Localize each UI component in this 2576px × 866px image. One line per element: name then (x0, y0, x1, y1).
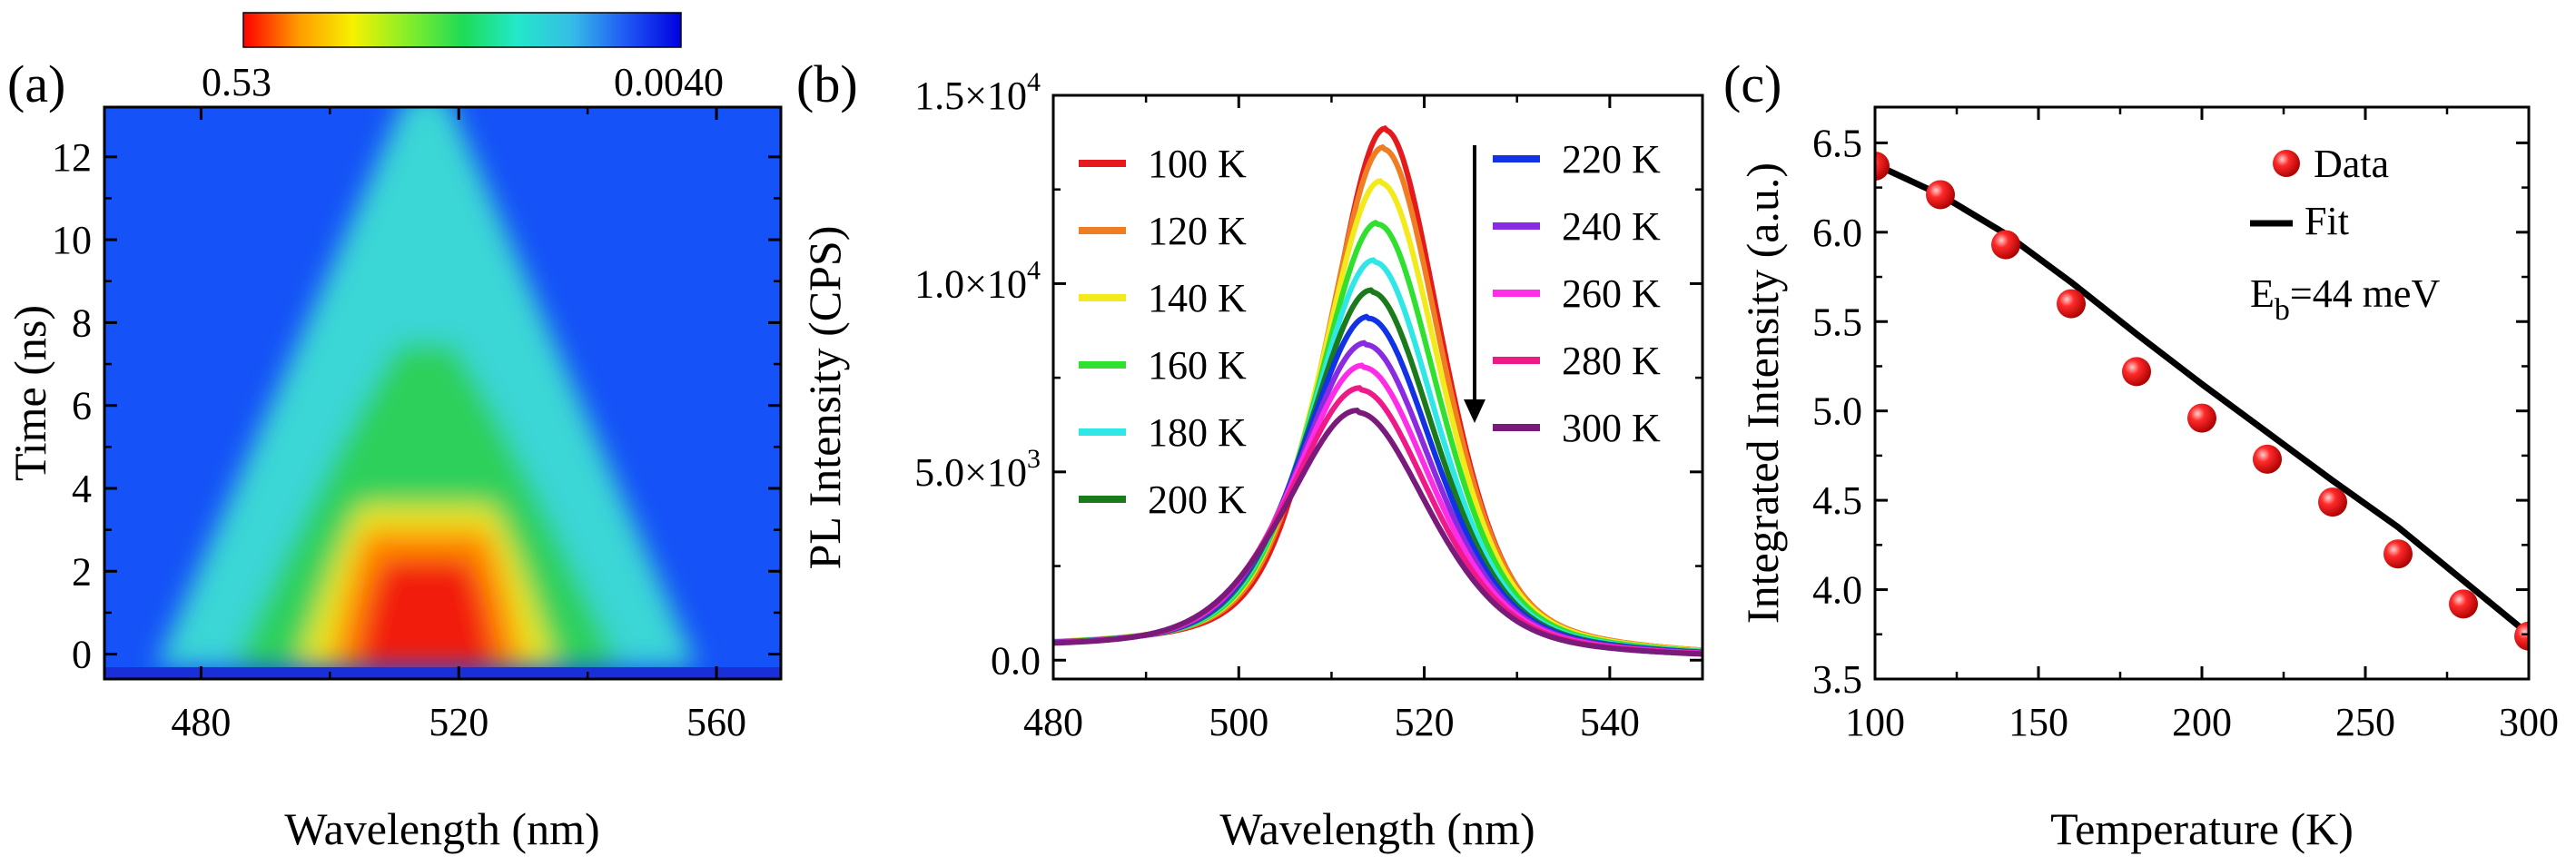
panel-b-axes: 480 500 520 540 0.0 5.0×103 1.0×104 1.5×104 (914, 67, 1704, 744)
panel-a-xlabel: Wavelength (nm) (284, 803, 599, 854)
panel-c-xtick-label: 200 (2172, 700, 2232, 744)
legend-label: 300 K (1562, 406, 1661, 450)
panel-b-ytick-label: 5.0×103 (914, 444, 1041, 495)
panel-a-xtick-label: 560 (686, 700, 746, 744)
panel-a-frame (103, 105, 783, 681)
panel-c-xtick-label: 150 (2008, 700, 2068, 744)
legend-fit-label: Fit (2305, 199, 2349, 243)
panel-b-xtick-label: 520 (1395, 700, 1455, 744)
heatmap-red-region (355, 558, 498, 667)
panel-c-ytick-label: 6.5 (1812, 121, 1862, 165)
panel-c-ylabel: Integrated Intensity (a.u.) (1737, 162, 1788, 624)
data-point (1875, 151, 1890, 181)
data-point (2514, 621, 2529, 651)
panel-c-xlabel: Temperature (K) (2050, 803, 2354, 854)
panel-b-frame (1051, 93, 1704, 681)
data-point (2122, 357, 2151, 387)
panel-b-label: (b) (796, 54, 858, 113)
legend-label: 160 K (1148, 343, 1247, 388)
legend-data-marker (2273, 150, 2300, 177)
legend-label: 140 K (1148, 276, 1247, 320)
colorbar-max-label: 0.53 (202, 60, 271, 104)
panel-b-series (1053, 125, 1703, 657)
panel-c-ytick-label: 4.0 (1812, 568, 1862, 613)
panel-b-xtick-label: 500 (1209, 700, 1268, 744)
panel-c-label: (c) (1723, 54, 1781, 113)
legend-label: 280 K (1562, 339, 1661, 383)
colorbar (242, 12, 682, 48)
legend-label: 240 K (1562, 204, 1661, 249)
panel-c-xtick-label: 100 (1845, 700, 1905, 744)
data-point (2384, 539, 2413, 569)
panel-c-ytick-label: 6.0 (1812, 211, 1862, 255)
panel-a-ytick-label: 12 (52, 135, 92, 180)
panel-a-ytick-label: 6 (72, 384, 92, 428)
panel-a-axes: 480 520 560 0 2 4 6 8 10 12 (52, 107, 781, 744)
panel-c-plot (1875, 151, 2529, 651)
panel-c-legend: Data Fit Eb=44 meV (2250, 142, 2440, 327)
panel-c-xtick-label: 250 (2335, 700, 2395, 744)
panel-a-xtick-label: 520 (429, 700, 489, 744)
panel-b-ytick-label: 0.0 (991, 638, 1041, 683)
panel-c-xtick-label: 300 (2499, 700, 2559, 744)
panel-a-ytick-label: 8 (72, 300, 92, 345)
data-point (1991, 230, 2020, 260)
panel-a-ytick-label: 2 (72, 549, 92, 594)
panel-a-ytick-label: 0 (72, 633, 92, 677)
panel-c-axes: 100 150 200 250 300 3.5 4.0 4.5 5.0 5.5 6.0 6.5 (1812, 107, 2559, 744)
pl-curve-300k (1053, 408, 1703, 657)
data-point (2187, 403, 2216, 433)
panel-c-ytick-label: 5.5 (1812, 300, 1862, 344)
data-point (2449, 589, 2478, 619)
legend-data-label: Data (2314, 142, 2389, 186)
fit-curve (1875, 161, 2529, 637)
data-point (1926, 180, 1955, 210)
panel-b-legend: 100 K 120 K 140 K 160 K 180 K 200 K 220 K 240 K… (1079, 137, 1661, 522)
panel-a-xtick-label: 480 (171, 700, 231, 744)
panel-b-ytick-label: 1.0×104 (914, 255, 1041, 306)
legend-label: 100 K (1148, 142, 1247, 186)
legend-label: 120 K (1148, 209, 1247, 253)
panel-b-ytick-label: 1.5×104 (914, 67, 1041, 118)
panel-c-ytick-label: 3.5 (1812, 657, 1862, 702)
data-point (2057, 289, 2086, 319)
panel-b-xlabel: Wavelength (nm) (1219, 803, 1535, 854)
legend-label: 180 K (1148, 410, 1247, 455)
colorbar-min-label: 0.0040 (614, 60, 724, 104)
panel-c-ytick-label: 5.0 (1812, 389, 1862, 434)
panel-c-ytick-label: 4.5 (1812, 478, 1862, 523)
legend-label: 200 K (1148, 477, 1247, 522)
panel-b-ylabel: PL Intensity (CPS) (799, 226, 850, 570)
panel-c-frame (1873, 105, 2531, 681)
heatmap (104, 107, 781, 679)
cooling-arrow (1464, 145, 1485, 423)
panel-b-xtick-label: 540 (1580, 700, 1640, 744)
panel-a-ylabel: Time (ns) (5, 305, 55, 481)
legend-label: 260 K (1562, 271, 1661, 316)
heatmap-baseline (104, 667, 781, 679)
data-point (2253, 444, 2282, 474)
panel-a-ytick-label: 10 (52, 218, 92, 262)
panel-a-label: (a) (7, 54, 65, 113)
legend-label: 220 K (1562, 137, 1661, 182)
data-point (2318, 487, 2347, 517)
panel-b-xtick-label: 480 (1023, 700, 1083, 744)
panel-a-ytick-label: 4 (72, 467, 92, 511)
binding-energy-annotation: Eb=44 meV (2250, 271, 2440, 327)
